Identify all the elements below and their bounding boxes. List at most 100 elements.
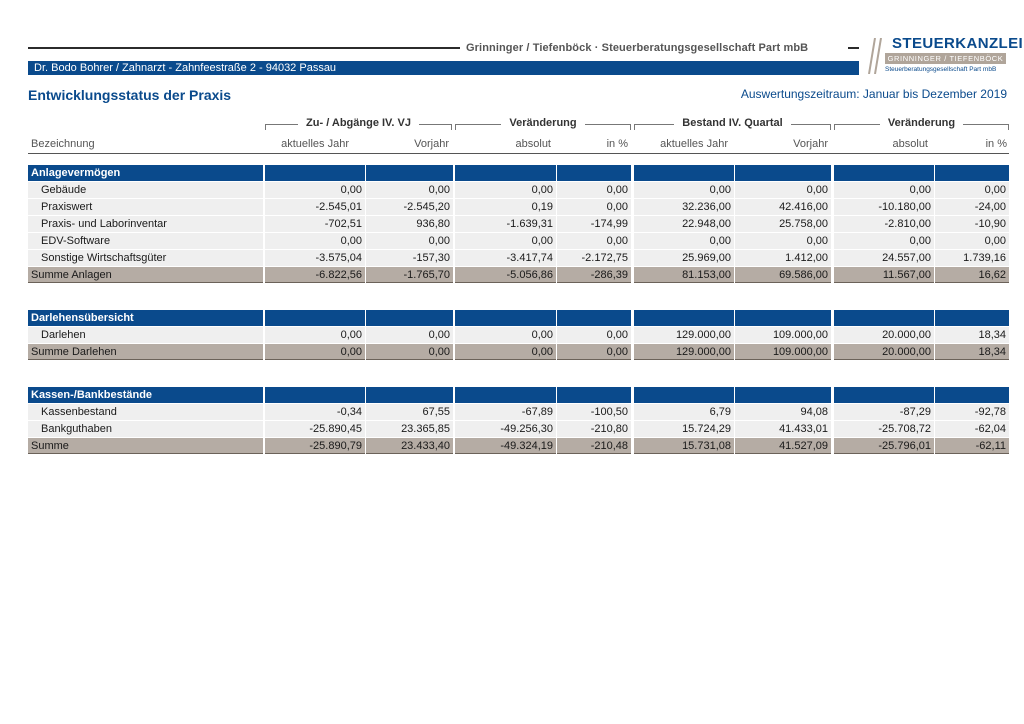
table-cell: 18,34 bbox=[935, 344, 1009, 360]
table-cell: -157,30 bbox=[366, 250, 453, 266]
table-cell: 20.000,00 bbox=[834, 327, 934, 343]
column-header-absolut: absolut bbox=[515, 138, 551, 150]
table-cell: 0,00 bbox=[557, 233, 631, 249]
sum-row: Summe Anlagen -6.822,56 -1.765,70 -5.056,86… bbox=[28, 267, 1009, 283]
table-cell: -174,99 bbox=[557, 216, 631, 232]
table-cell: 41.433,01 bbox=[735, 421, 831, 437]
table-cell: 0,00 bbox=[634, 182, 734, 198]
table-cell bbox=[557, 387, 631, 403]
firm-name: Grinninger / Tiefenböck · Steuerberatung… bbox=[466, 42, 809, 54]
table-cell: 1.739,16 bbox=[935, 250, 1009, 266]
table-cell: 0,00 bbox=[366, 344, 453, 360]
table-cell: -2.172,75 bbox=[557, 250, 631, 266]
table-cell: -25.796,01 bbox=[834, 438, 934, 454]
row-label: Kassen-/Bankbestände bbox=[28, 387, 263, 403]
row-label: Gebäude bbox=[28, 182, 263, 198]
table-cell: 0,00 bbox=[366, 182, 453, 198]
table-row: Kassenbestand -0,34 67,55 -67,89 -100,50 6,79… bbox=[28, 404, 1009, 420]
table-cell: 0,00 bbox=[455, 233, 556, 249]
table-cell: 69.586,00 bbox=[735, 267, 831, 283]
table-cell: 0,00 bbox=[935, 182, 1009, 198]
table-cell: -3.575,04 bbox=[265, 250, 365, 266]
table-cell: 25.969,00 bbox=[634, 250, 734, 266]
table-cell bbox=[455, 310, 556, 326]
evaluation-period: Auswertungszeitraum: Januar bis Dezember… bbox=[740, 87, 1007, 101]
table-cell bbox=[735, 387, 831, 403]
table-cell: -87,29 bbox=[834, 404, 934, 420]
table-row: Bankguthaben -25.890,45 23.365,85 -49.256,3… bbox=[28, 421, 1009, 437]
row-label: Praxis- und Laborinventar bbox=[28, 216, 263, 232]
table-cell: 0,19 bbox=[455, 199, 556, 215]
table-cell bbox=[634, 165, 734, 181]
table-row: Praxiswert -2.545,01 -2.545,20 0,19 0,00 32.2… bbox=[28, 199, 1009, 215]
table-cell bbox=[455, 165, 556, 181]
table-cell: -100,50 bbox=[557, 404, 631, 420]
table-cell: 0,00 bbox=[557, 327, 631, 343]
group-header-veraenderung-1: Veränderung bbox=[455, 117, 631, 131]
table-cell: -10.180,00 bbox=[834, 199, 934, 215]
table-cell: -1.765,70 bbox=[366, 267, 453, 283]
table-cell: 42.416,00 bbox=[735, 199, 831, 215]
table-cell: -2.545,01 bbox=[265, 199, 365, 215]
table-row: Praxis- und Laborinventar -702,51 936,80 -1… bbox=[28, 216, 1009, 232]
table-cell: -62,11 bbox=[935, 438, 1009, 454]
header-rule bbox=[28, 47, 859, 49]
table-cell: 25.758,00 bbox=[735, 216, 831, 232]
column-header-vorjahr: Vorjahr bbox=[414, 138, 449, 150]
table-cell: -210,48 bbox=[557, 438, 631, 454]
table-cell: 20.000,00 bbox=[834, 344, 934, 360]
table-cell: 11.567,00 bbox=[834, 267, 934, 283]
table-row: Darlehen 0,00 0,00 0,00 0,00 129.000,00 109.00… bbox=[28, 327, 1009, 343]
table-cell: 0,00 bbox=[735, 182, 831, 198]
column-header-aktuelles-jahr-bestand: aktuelles Jahr bbox=[660, 138, 728, 150]
table-cell: -25.890,45 bbox=[265, 421, 365, 437]
table-cell: 1.412,00 bbox=[735, 250, 831, 266]
table-cell: 0,00 bbox=[366, 327, 453, 343]
table-cell: -49.256,30 bbox=[455, 421, 556, 437]
table-cell bbox=[834, 165, 934, 181]
table-cell: 0,00 bbox=[735, 233, 831, 249]
logo-slashes-icon bbox=[868, 38, 882, 74]
row-label: EDV-Software bbox=[28, 233, 263, 249]
table-cell: 67,55 bbox=[366, 404, 453, 420]
table-row: Gebäude 0,00 0,00 0,00 0,00 0,00 0,00 0,00 0,00 bbox=[28, 182, 1009, 198]
table-cell: 6,79 bbox=[634, 404, 734, 420]
table-cell: 0,00 bbox=[557, 182, 631, 198]
table-cell: 0,00 bbox=[834, 233, 934, 249]
row-label: Praxiswert bbox=[28, 199, 263, 215]
table-cell: -92,78 bbox=[935, 404, 1009, 420]
group-header-bestand: Bestand IV. Quartal bbox=[634, 117, 831, 131]
table-row: EDV-Software 0,00 0,00 0,00 0,00 0,00 0,00 0,00… bbox=[28, 233, 1009, 249]
table-cell: 15.731,08 bbox=[634, 438, 734, 454]
table-cell: 0,00 bbox=[366, 233, 453, 249]
logo-names: GRINNINGER / TIEFENBÖCK bbox=[885, 53, 1006, 64]
table-cell: 32.236,00 bbox=[634, 199, 734, 215]
table-cell: 22.948,00 bbox=[634, 216, 734, 232]
page-title: Entwicklungsstatus der Praxis bbox=[28, 87, 232, 103]
table-cell: -286,39 bbox=[557, 267, 631, 283]
table-cell: -25.890,79 bbox=[265, 438, 365, 454]
table-row: Sonstige Wirtschaftsgüter -3.575,04 -157,3… bbox=[28, 250, 1009, 266]
table-cell: 0,00 bbox=[265, 233, 365, 249]
row-label: Bankguthaben bbox=[28, 421, 263, 437]
column-header-bezeichnung: Bezeichnung bbox=[31, 138, 95, 150]
row-label: Sonstige Wirtschaftsgüter bbox=[28, 250, 263, 266]
column-header-rule bbox=[28, 153, 1009, 154]
sum-row: Summe -25.890,79 23.433,40 -49.324,19 -210,4… bbox=[28, 438, 1009, 454]
table-cell: 129.000,00 bbox=[634, 344, 734, 360]
table-cell: 16,62 bbox=[935, 267, 1009, 283]
table-cell: 23.433,40 bbox=[366, 438, 453, 454]
table-cell bbox=[557, 310, 631, 326]
table-cell bbox=[834, 310, 934, 326]
table-cell bbox=[634, 387, 734, 403]
table-cell: 0,00 bbox=[634, 233, 734, 249]
table-cell: 0,00 bbox=[557, 344, 631, 360]
table-cell: 18,34 bbox=[935, 327, 1009, 343]
firm-logo: STEUERKANZLEI GRINNINGER / TIEFENBÖCK St… bbox=[868, 35, 1023, 76]
table-cell bbox=[366, 310, 453, 326]
table-cell: -702,51 bbox=[265, 216, 365, 232]
table-cell: 0,00 bbox=[935, 233, 1009, 249]
table-cell bbox=[265, 310, 365, 326]
table-cell bbox=[735, 310, 831, 326]
row-label: Summe Darlehen bbox=[28, 344, 263, 360]
